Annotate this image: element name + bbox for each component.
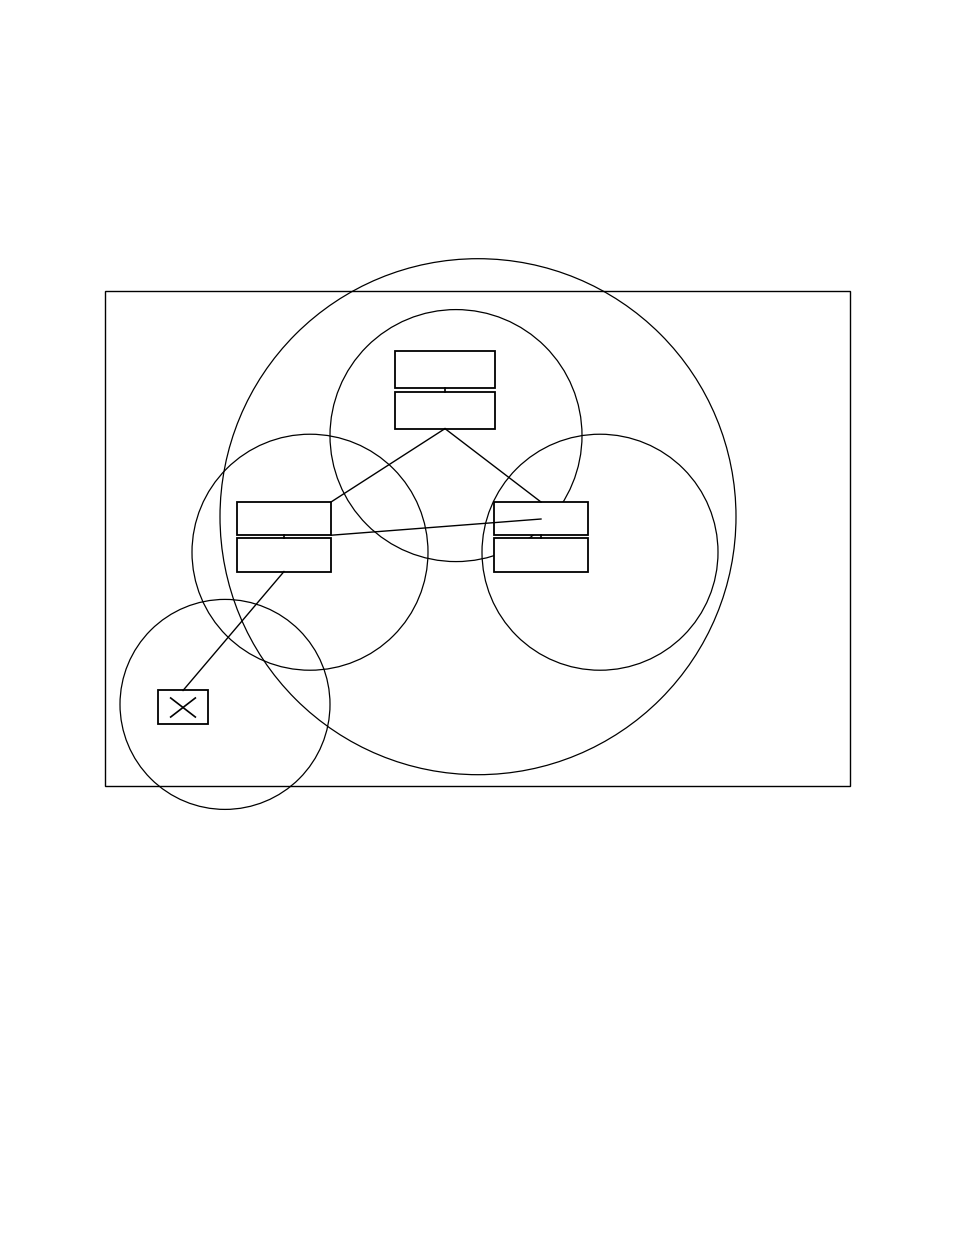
Bar xyxy=(105,291,849,785)
Bar xyxy=(494,501,587,535)
Bar xyxy=(395,391,495,429)
Bar xyxy=(395,351,495,388)
Bar xyxy=(158,690,208,725)
Bar xyxy=(236,538,331,572)
Bar xyxy=(494,538,587,572)
Bar xyxy=(236,501,331,535)
